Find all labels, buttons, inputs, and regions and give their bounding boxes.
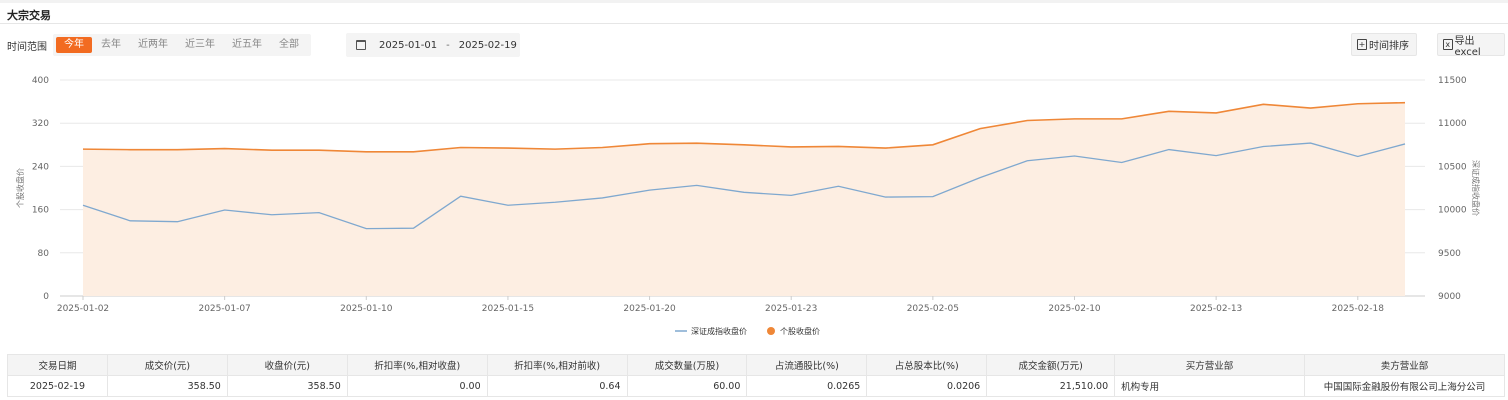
col-discount-close: 折扣率(%,相对收盘)	[346, 354, 488, 376]
calendar-icon	[356, 40, 366, 50]
table-header-row: 交易日期 成交价(元) 收盘价(元) 折扣率(%,相对收盘) 折扣率(%,相对前…	[7, 354, 1506, 376]
x-tick-label: 2025-01-10	[340, 304, 393, 314]
top-divider	[0, 0, 1508, 3]
col-trade-date: 交易日期	[7, 354, 108, 376]
index-close-line	[82, 142, 1406, 230]
page-title: 大宗交易	[7, 9, 51, 22]
y-left-tick-label: 320	[32, 119, 49, 129]
y-left-tick-label: 240	[32, 162, 49, 172]
chart-axes: 0 80 160 240 320 400 9000 9500 10000 10500 11000 11…	[32, 76, 1467, 314]
range-button-all[interactable]: 全部	[279, 39, 299, 50]
range-button-five-years[interactable]: 近五年	[232, 39, 262, 50]
date-separator: -	[446, 39, 450, 51]
legend-index-label[interactable]: 深证成指收盘价	[691, 326, 747, 336]
y-left-tick-label: 80	[38, 249, 50, 259]
x-tick-label: 2025-01-23	[765, 304, 817, 314]
y-right-tick-label: 11000	[1438, 119, 1467, 129]
chart-series	[82, 101, 1406, 297]
date-end: 2025-02-19	[458, 39, 517, 51]
col-seller: 卖方营业部	[1303, 354, 1506, 376]
title-divider	[0, 23, 1508, 24]
x-tick-label: 2025-01-07	[198, 304, 250, 314]
cell-discount-close: 0.00	[346, 375, 488, 397]
date-range-picker[interactable]: 2025-01-01 - 2025-02-19	[346, 33, 520, 57]
col-total-ratio: 占总股本比(%)	[866, 354, 988, 376]
y-right-tick-label: 10500	[1438, 162, 1467, 172]
time-sort-button[interactable]: + 时间排序	[1351, 33, 1417, 56]
y-right-tick-label: 10000	[1438, 206, 1467, 216]
cell-total-ratio: 0.0206	[866, 375, 988, 397]
x-tick-label: 2025-02-05	[907, 304, 959, 314]
y-right-tick-label: 11500	[1438, 76, 1467, 86]
sort-icon: +	[1357, 39, 1367, 50]
col-volume: 成交数量(万股)	[626, 354, 748, 376]
col-discount-prev: 折扣率(%,相对前收)	[486, 354, 628, 376]
x-tick-label: 2025-02-13	[1190, 304, 1242, 314]
excel-file-icon: x	[1443, 39, 1453, 50]
cell-trade-date: 2025-02-19	[7, 375, 108, 397]
block-trade-table: 交易日期 成交价(元) 收盘价(元) 折扣率(%,相对收盘) 折扣率(%,相对前…	[7, 354, 1506, 397]
legend-stock-swatch	[767, 327, 775, 335]
col-float-ratio: 占流通股比(%)	[746, 354, 868, 376]
x-tick-label: 2025-01-02	[57, 304, 109, 314]
range-button-last-year[interactable]: 去年	[101, 39, 121, 50]
cell-close-price: 358.50	[226, 375, 348, 397]
y-left-tick-label: 160	[32, 206, 49, 216]
x-tick-label: 2025-01-15	[482, 304, 534, 314]
y-right-tick-label: 9500	[1438, 249, 1461, 259]
cell-float-ratio: 0.0265	[746, 375, 868, 397]
range-button-this-year[interactable]: 今年	[56, 37, 92, 53]
y-left-tick-label: 0	[43, 292, 49, 302]
export-excel-label: 导出excel	[1454, 35, 1481, 58]
range-button-group: 今年 去年 近两年 近三年 近五年 全部	[53, 34, 311, 56]
chart-legend: 深证成指收盘价 个股收盘价	[675, 326, 820, 336]
cell-seller: 中国国际金融股份有限公司上海分公司	[1303, 375, 1506, 397]
stock-close-line	[82, 101, 1406, 153]
cell-trade-price: 358.50	[106, 375, 228, 397]
x-tick-label: 2025-01-20	[623, 304, 676, 314]
cell-buyer: 机构专用	[1114, 375, 1305, 397]
legend-stock-label[interactable]: 个股收盘价	[780, 326, 820, 336]
right-axis-title: 深证成指收盘价	[1471, 160, 1481, 216]
x-tick-label: 2025-02-10	[1048, 304, 1101, 314]
col-amount: 成交金额(万元)	[986, 354, 1116, 376]
stock-area-fill	[83, 102, 1405, 297]
time-range-label: 时间范围	[7, 41, 47, 53]
col-trade-price: 成交价(元)	[106, 354, 228, 376]
cell-volume: 60.00	[626, 375, 748, 397]
y-left-tick-label: 400	[32, 76, 49, 86]
col-buyer: 买方营业部	[1114, 354, 1305, 376]
cell-discount-prev: 0.64	[486, 375, 628, 397]
col-close-price: 收盘价(元)	[226, 354, 348, 376]
left-axis-title: 个股收盘价	[15, 168, 25, 208]
range-button-three-years[interactable]: 近三年	[185, 39, 215, 50]
time-sort-label: 时间排序	[1369, 41, 1409, 52]
y-right-tick-label: 9000	[1438, 292, 1461, 302]
table-row: 2025-02-19 358.50 358.50 0.00 0.64 60.00…	[7, 375, 1506, 397]
price-line-chart: 0 80 160 240 320 400 9000 9500 10000 10500 11000 11…	[15, 76, 1481, 336]
date-start: 2025-01-01	[379, 39, 438, 51]
cell-amount: 21,510.00	[986, 375, 1116, 397]
export-excel-button[interactable]: x 导出excel	[1437, 33, 1505, 58]
x-tick-label: 2025-02-18	[1332, 304, 1385, 314]
time-range-filter: 时间范围 今年 去年 近两年 近三年 近五年 全部	[7, 34, 311, 56]
range-button-two-years[interactable]: 近两年	[138, 39, 168, 50]
